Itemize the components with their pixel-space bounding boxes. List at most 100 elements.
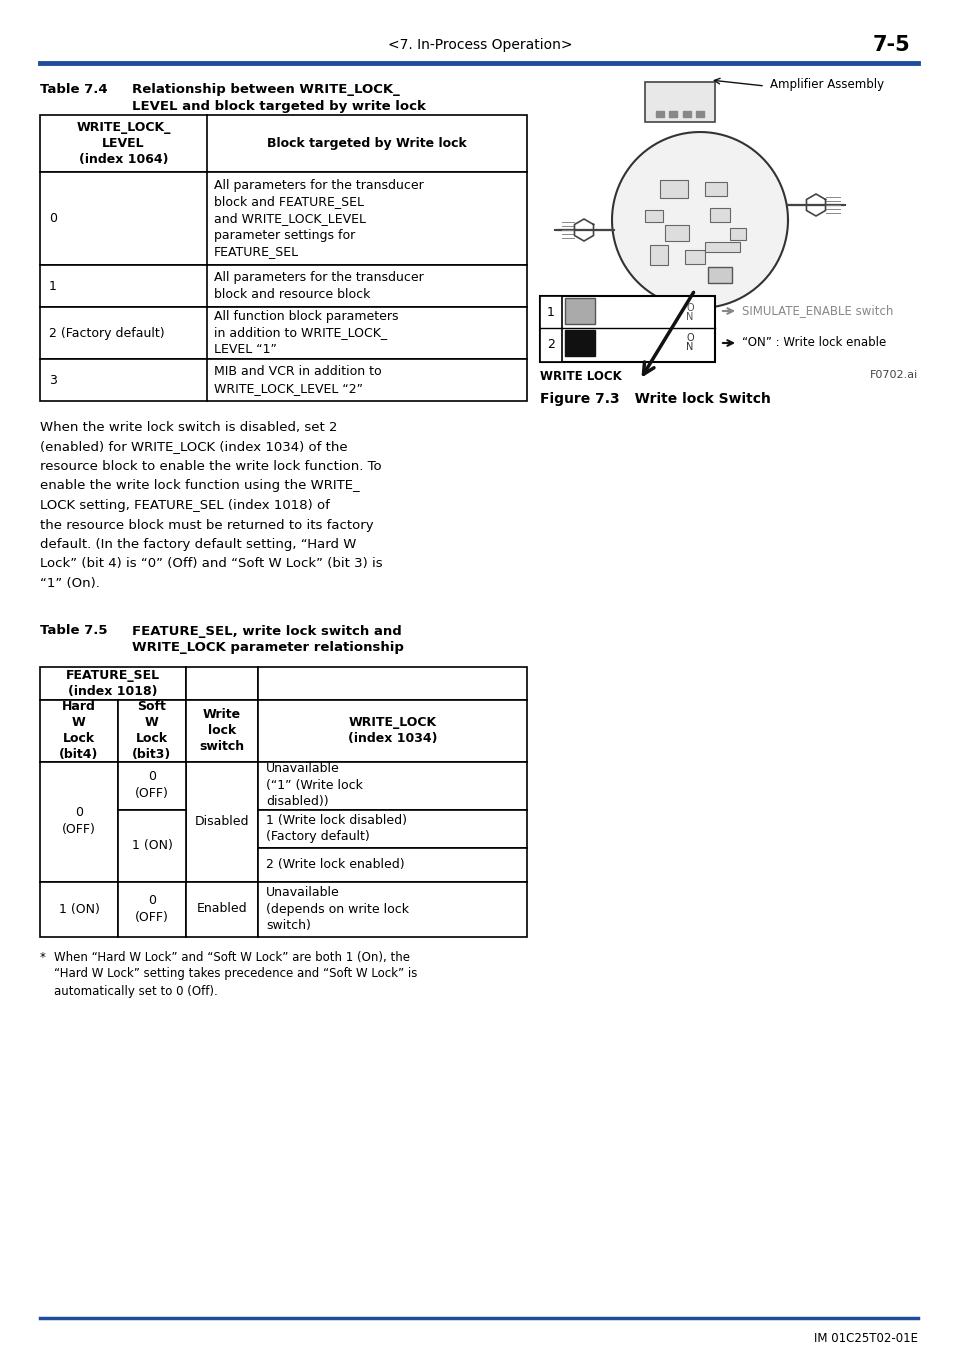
Bar [257,882,526,937]
Bar [664,225,688,242]
Text: All function block parameters
in addition to WRITE_LOCK_
LEVEL “1”: All function block parameters in additio… [213,310,398,356]
Text: “1” (On).: “1” (On). [40,576,100,590]
Bar [729,228,745,240]
Bar [40,115,526,171]
Text: Block targeted by Write lock: Block targeted by Write lock [267,136,466,150]
Text: Enabled: Enabled [196,903,247,915]
Text: 0: 0 [49,212,57,225]
Bar [257,810,526,848]
Bar [684,250,704,265]
Text: 2 (Factory default): 2 (Factory default) [49,327,165,339]
Text: Unavailable
(“1” (Write lock
disabled)): Unavailable (“1” (Write lock disabled)) [266,763,362,809]
Text: (enabled) for WRITE_LOCK (index 1034) of the: (enabled) for WRITE_LOCK (index 1034) of… [40,440,347,454]
Text: FEATURE_SEL
(index 1018): FEATURE_SEL (index 1018) [66,668,160,698]
Text: Write
lock
switch: Write lock switch [199,707,244,753]
Bar [659,180,687,198]
Text: All parameters for the transducer
block and resource block: All parameters for the transducer block … [213,271,423,301]
Text: 7-5: 7-5 [871,35,909,55]
Text: When the write lock switch is disabled, set 2: When the write lock switch is disabled, … [40,421,337,433]
Bar [696,111,703,117]
Bar [186,882,257,937]
Bar [118,761,186,810]
Text: 2: 2 [546,338,555,351]
Text: Unavailable
(depends on write lock
switch): Unavailable (depends on write lock switc… [266,886,409,931]
Text: resource block to enable the write lock function. To: resource block to enable the write lock … [40,460,381,472]
Bar [644,211,662,221]
Bar [539,296,714,362]
Text: 1 (ON): 1 (ON) [132,838,172,852]
Text: 0
(OFF): 0 (OFF) [62,806,96,837]
Text: Table 7.4: Table 7.4 [40,82,108,96]
Text: Table 7.5: Table 7.5 [40,625,108,637]
Circle shape [613,134,786,306]
Bar [682,111,690,117]
Bar [564,329,595,356]
Bar [186,667,257,699]
Text: 1: 1 [546,305,555,319]
Bar [118,882,186,937]
Text: Soft
W
Lock
(bit3): Soft W Lock (bit3) [132,701,172,761]
Text: Hard
W
Lock
(bit4): Hard W Lock (bit4) [59,701,98,761]
Bar [257,667,526,699]
Text: <7. In-Process Operation>: <7. In-Process Operation> [387,38,572,53]
Bar [40,882,118,937]
Text: All parameters for the transducer
block and FEATURE_SEL
and WRITE_LOCK_LEVEL
par: All parameters for the transducer block … [213,180,423,258]
Bar [704,182,726,196]
Bar [118,699,186,761]
Text: enable the write lock function using the WRITE_: enable the write lock function using the… [40,479,359,493]
Bar [257,761,526,810]
Bar [186,761,257,882]
Text: the resource block must be returned to its factory: the resource block must be returned to i… [40,518,374,532]
Text: 3: 3 [49,374,57,386]
Text: IM 01C25T02-01E: IM 01C25T02-01E [813,1332,917,1345]
Text: WRITE_LOCK
(index 1034): WRITE_LOCK (index 1034) [348,716,436,745]
Bar [707,267,731,284]
Bar [704,242,740,252]
Text: SIMULATE_ENABLE switch: SIMULATE_ENABLE switch [741,305,892,317]
Text: Disabled: Disabled [194,815,249,828]
Bar [40,359,526,401]
Bar [668,111,677,117]
Text: 0
(OFF): 0 (OFF) [135,771,169,801]
Text: 1 (ON): 1 (ON) [58,903,99,915]
Bar [709,208,729,221]
Bar [118,810,186,882]
Text: Amplifier Assembly: Amplifier Assembly [769,78,883,90]
Text: WRITE LOCK: WRITE LOCK [539,370,621,383]
Text: N: N [685,312,693,323]
Text: MIB and VCR in addition to
WRITE_LOCK_LEVEL “2”: MIB and VCR in addition to WRITE_LOCK_LE… [213,366,381,394]
Bar [40,699,118,761]
Text: N: N [685,342,693,352]
Bar [539,296,561,362]
Text: “ON” : Write lock enable: “ON” : Write lock enable [741,336,885,350]
Bar [656,111,663,117]
Bar [40,667,186,699]
Bar [649,244,667,265]
Text: Write lock Switch: Write lock Switch [619,392,770,406]
Text: Relationship between WRITE_LOCK_
LEVEL and block targeted by write lock: Relationship between WRITE_LOCK_ LEVEL a… [132,82,425,113]
Text: Lock” (bit 4) is “0” (Off) and “Soft W Lock” (bit 3) is: Lock” (bit 4) is “0” (Off) and “Soft W L… [40,558,382,571]
Bar [40,265,526,306]
Bar [40,761,118,882]
Bar [257,699,526,761]
Text: *: * [40,950,46,964]
Bar [564,298,595,324]
Bar [644,82,714,122]
Bar [186,699,257,761]
Text: F0702.ai: F0702.ai [869,370,917,379]
Text: O: O [685,333,693,343]
Text: 1 (Write lock disabled)
(Factory default): 1 (Write lock disabled) (Factory default… [266,814,407,844]
Text: WRITE_LOCK_
LEVEL
(index 1064): WRITE_LOCK_ LEVEL (index 1064) [76,120,171,166]
Text: When “Hard W Lock” and “Soft W Lock” are both 1 (On), the
“Hard W Lock” setting : When “Hard W Lock” and “Soft W Lock” are… [54,950,417,998]
Bar [257,848,526,882]
Text: 0
(OFF): 0 (OFF) [135,894,169,923]
Text: LOCK setting, FEATURE_SEL (index 1018) of: LOCK setting, FEATURE_SEL (index 1018) o… [40,500,330,512]
Text: O: O [685,302,693,313]
Text: 1: 1 [49,279,57,293]
Bar [40,171,526,265]
Text: default. (In the factory default setting, “Hard W: default. (In the factory default setting… [40,539,356,551]
Text: FEATURE_SEL, write lock switch and
WRITE_LOCK parameter relationship: FEATURE_SEL, write lock switch and WRITE… [132,625,403,655]
Bar [40,306,526,359]
Text: Figure 7.3: Figure 7.3 [539,392,619,406]
Text: 2 (Write lock enabled): 2 (Write lock enabled) [266,859,404,871]
